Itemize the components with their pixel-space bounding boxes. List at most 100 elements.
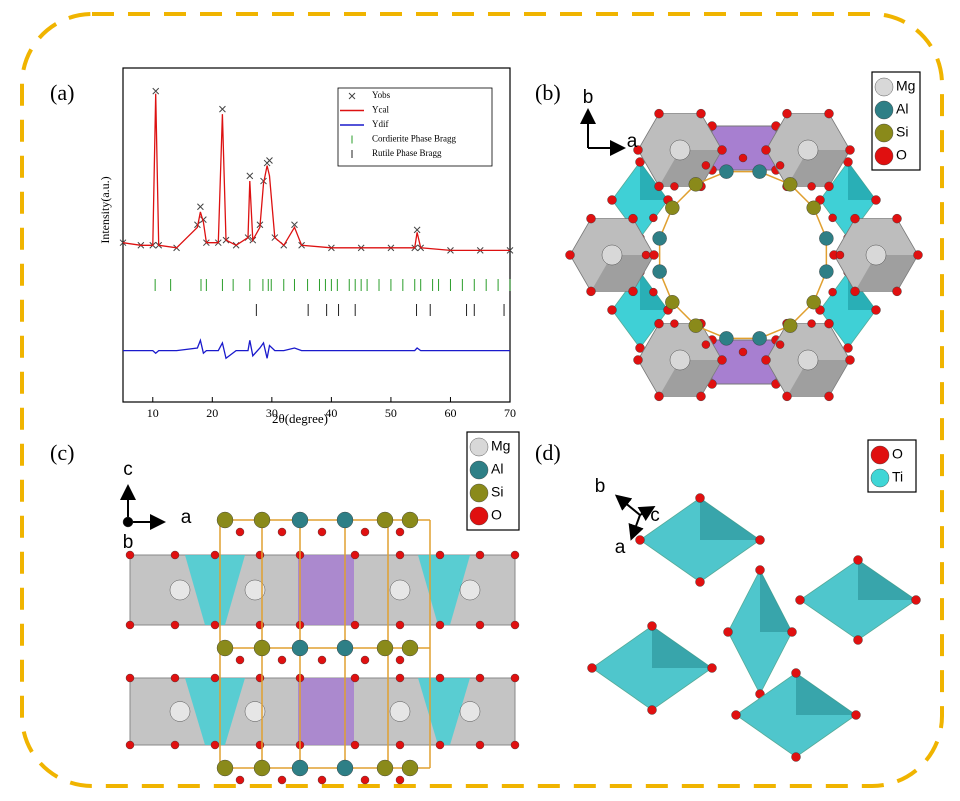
legend-label: Yobs <box>372 90 391 100</box>
obs-marker <box>247 173 253 179</box>
atom <box>807 201 821 215</box>
atom <box>436 674 444 682</box>
atom <box>893 214 902 223</box>
atom <box>587 287 596 296</box>
atom <box>318 656 326 664</box>
legend-marker <box>470 438 488 456</box>
atom <box>361 528 369 536</box>
atom <box>912 596 921 605</box>
legend-label: Cordierite Phase Bragg <box>372 134 456 144</box>
legend-label: Al <box>896 101 908 117</box>
atom <box>566 251 575 260</box>
panel-label: (a) <box>50 80 74 105</box>
atom <box>236 656 244 664</box>
legend-label: Ydif <box>372 119 389 129</box>
atom <box>390 580 410 600</box>
atom <box>866 245 886 265</box>
atom <box>788 628 797 637</box>
atom <box>648 706 657 715</box>
atom <box>798 140 818 160</box>
panel-label: (d) <box>535 440 561 465</box>
atom <box>696 578 705 587</box>
atom <box>377 760 393 776</box>
obs-marker <box>414 227 420 233</box>
legend-label: Si <box>491 484 503 500</box>
atom <box>511 621 519 629</box>
atom <box>318 528 326 536</box>
atom <box>511 674 519 682</box>
atom <box>318 776 326 784</box>
atom <box>655 182 664 191</box>
atom <box>278 776 286 784</box>
atom <box>292 640 308 656</box>
atom <box>351 621 359 629</box>
atom <box>756 566 765 575</box>
atom <box>634 356 643 365</box>
atom <box>665 295 679 309</box>
atom <box>254 512 270 528</box>
atom <box>819 231 833 245</box>
atom <box>256 741 264 749</box>
x-tick-label: 30 <box>266 406 278 420</box>
atom <box>256 674 264 682</box>
atom <box>783 392 792 401</box>
atom <box>211 674 219 682</box>
atom <box>377 640 393 656</box>
legend-marker <box>875 124 893 142</box>
atom <box>696 494 705 503</box>
atom <box>851 214 860 223</box>
atom <box>402 760 418 776</box>
atom <box>825 319 834 328</box>
atom <box>460 580 480 600</box>
atom <box>217 760 233 776</box>
atom <box>171 674 179 682</box>
x-tick-label: 40 <box>325 406 337 420</box>
atom <box>825 182 834 191</box>
atom <box>739 154 747 162</box>
atom <box>670 320 678 328</box>
atom <box>377 512 393 528</box>
atom <box>718 356 727 365</box>
atom <box>854 636 863 645</box>
axis-label: c <box>123 459 133 480</box>
atom <box>351 674 359 682</box>
atom <box>436 741 444 749</box>
atom <box>719 331 733 345</box>
atom <box>511 551 519 559</box>
legend-label: Si <box>896 124 908 140</box>
atom <box>776 161 784 169</box>
atom <box>732 711 741 720</box>
atom <box>396 741 404 749</box>
atom <box>796 596 805 605</box>
atom <box>702 341 710 349</box>
x-tick-label: 20 <box>206 406 218 420</box>
atom <box>655 109 664 118</box>
atom <box>256 621 264 629</box>
atom <box>702 161 710 169</box>
atom <box>361 656 369 664</box>
atom <box>819 265 833 279</box>
atom <box>396 528 404 536</box>
atom <box>476 621 484 629</box>
atom <box>337 760 353 776</box>
atom <box>808 320 816 328</box>
axis-label: c <box>650 505 660 526</box>
atom <box>783 109 792 118</box>
atom <box>829 214 837 222</box>
atom <box>278 656 286 664</box>
obs-marker <box>153 88 159 94</box>
atom <box>254 640 270 656</box>
atom <box>588 664 597 673</box>
figure: (a) (b) (c) (d) 2θ(degree) Intensity(a.u… <box>0 0 960 801</box>
atom <box>825 109 834 118</box>
atom <box>608 306 617 315</box>
atom <box>476 741 484 749</box>
atom <box>460 702 480 722</box>
legend-marker <box>875 101 893 119</box>
legend-label: O <box>491 507 502 523</box>
panel-label: (b) <box>535 80 561 105</box>
axis-label: a <box>615 537 626 558</box>
atom <box>256 551 264 559</box>
atom <box>436 621 444 629</box>
atom <box>798 350 818 370</box>
